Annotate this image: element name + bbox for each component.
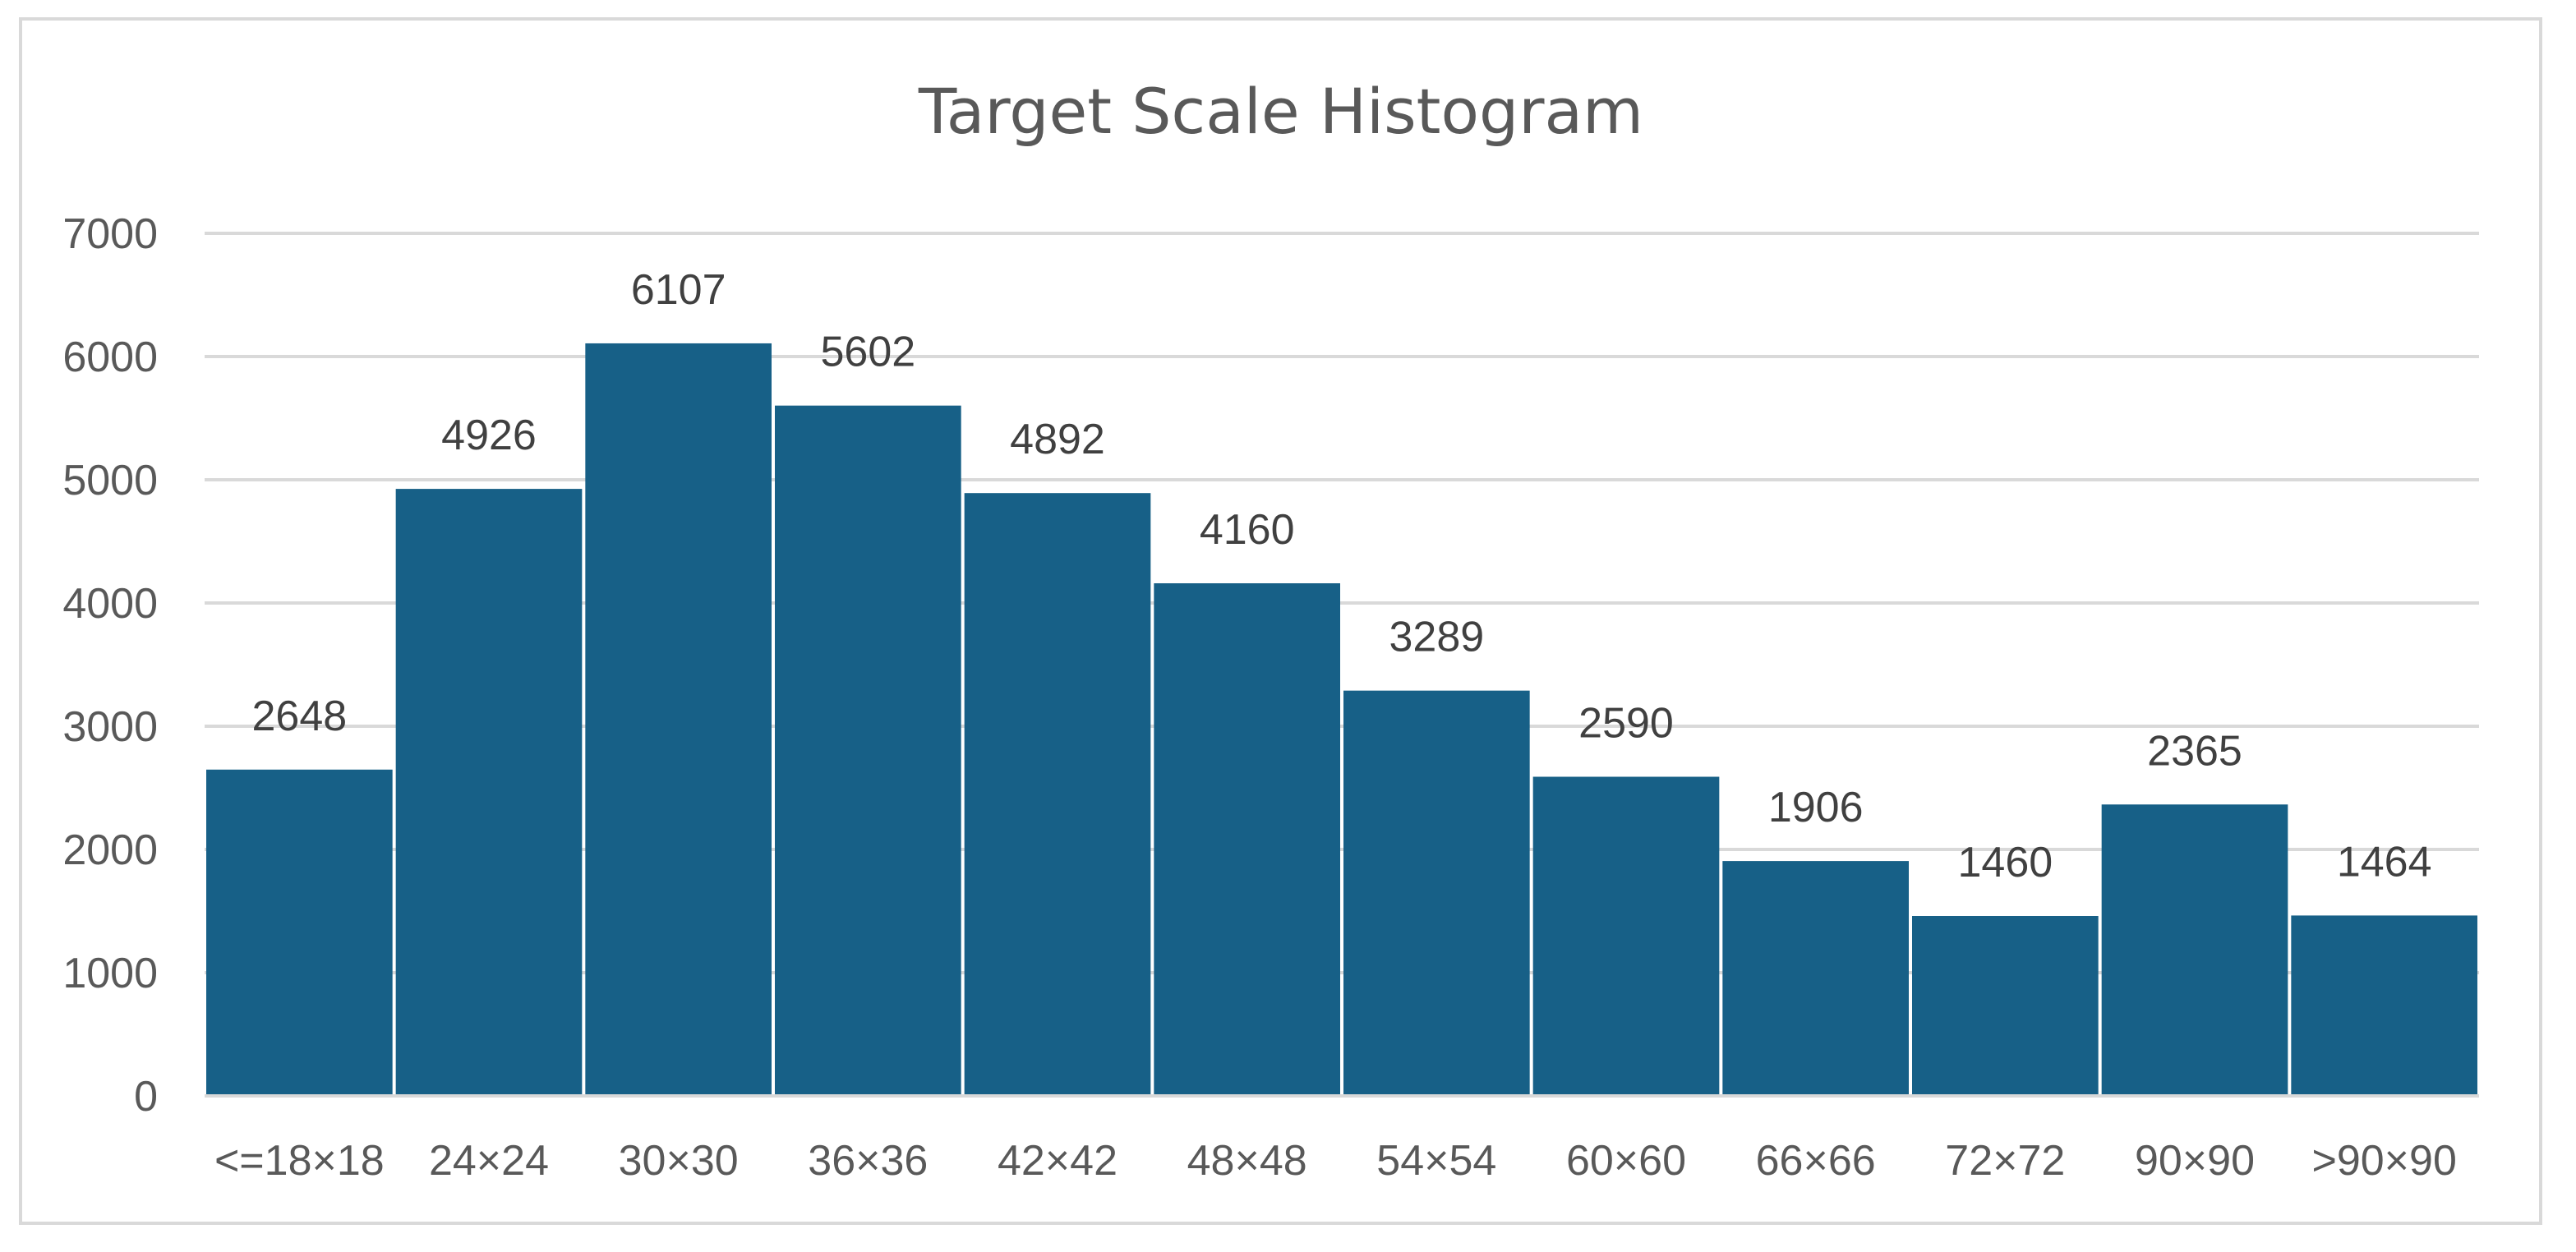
histogram-bar (206, 769, 393, 1096)
bar-value-label: 3289 (1389, 614, 1484, 661)
y-axis: 0 1000 2000 3000 4000 5000 6000 7000 (62, 210, 158, 1121)
y-tick-label: 0 (134, 1073, 158, 1121)
x-tick-label: <=18×18 (214, 1137, 385, 1185)
x-tick-label: 90×90 (2135, 1137, 2255, 1185)
histogram-bar (585, 343, 772, 1096)
y-tick-label: 3000 (62, 703, 158, 751)
y-tick-label: 7000 (62, 210, 158, 258)
x-tick-label: 54×54 (1376, 1137, 1496, 1185)
x-tick-label: 24×24 (429, 1137, 549, 1185)
bar-value-label: 1906 (1768, 784, 1864, 831)
y-tick-label: 6000 (62, 334, 158, 381)
bars (206, 343, 2477, 1096)
histogram-bar (2101, 804, 2288, 1096)
histogram-bar (1154, 583, 1340, 1096)
y-tick-label: 2000 (62, 826, 158, 874)
y-tick-label: 1000 (62, 950, 158, 997)
bar-value-label: 4926 (441, 412, 537, 459)
bar-value-label: 6107 (631, 266, 726, 314)
x-tick-label: 66×66 (1756, 1137, 1876, 1185)
chart-title: Target Scale Histogram (918, 75, 1643, 148)
histogram-bar (964, 493, 1151, 1096)
bar-value-label: 4892 (1010, 416, 1105, 463)
histogram-bar (395, 489, 583, 1096)
x-tick-label: >90×90 (2311, 1137, 2456, 1185)
histogram-bar (1722, 861, 1909, 1096)
bar-value-label: 5602 (820, 329, 915, 376)
x-axis: <=18×18 24×24 30×30 36×36 42×42 48×48 54×54 60×… (205, 1094, 2479, 1185)
bar-value-label: 1464 (2337, 838, 2432, 886)
histogram-bar (775, 405, 961, 1096)
bar-value-label: 2648 (251, 693, 347, 740)
histogram-bar (1912, 916, 2099, 1096)
y-tick-label: 4000 (62, 580, 158, 628)
bar-value-label: 2590 (1578, 700, 1674, 748)
x-tick-label: 36×36 (808, 1137, 928, 1185)
x-tick-label: 30×30 (619, 1137, 739, 1185)
histogram-bar (1532, 776, 1720, 1096)
x-tick-label: 48×48 (1187, 1137, 1307, 1185)
bar-value-label: 4160 (1200, 506, 1295, 554)
bar-value-label: 2365 (2147, 727, 2242, 775)
bar-value-label: 1460 (1957, 839, 2053, 886)
y-tick-label: 5000 (62, 457, 158, 504)
gridlines (205, 232, 2479, 974)
histogram-bar (1343, 690, 1530, 1096)
x-tick-label: 42×42 (998, 1137, 1117, 1185)
histogram-bar (2291, 915, 2477, 1096)
x-tick-label: 72×72 (1945, 1137, 2065, 1185)
x-tick-label: 60×60 (1566, 1137, 1686, 1185)
data-labels: 2648 4926 6107 5602 4892 4160 3289 2590 1906 1460… (251, 266, 2431, 886)
